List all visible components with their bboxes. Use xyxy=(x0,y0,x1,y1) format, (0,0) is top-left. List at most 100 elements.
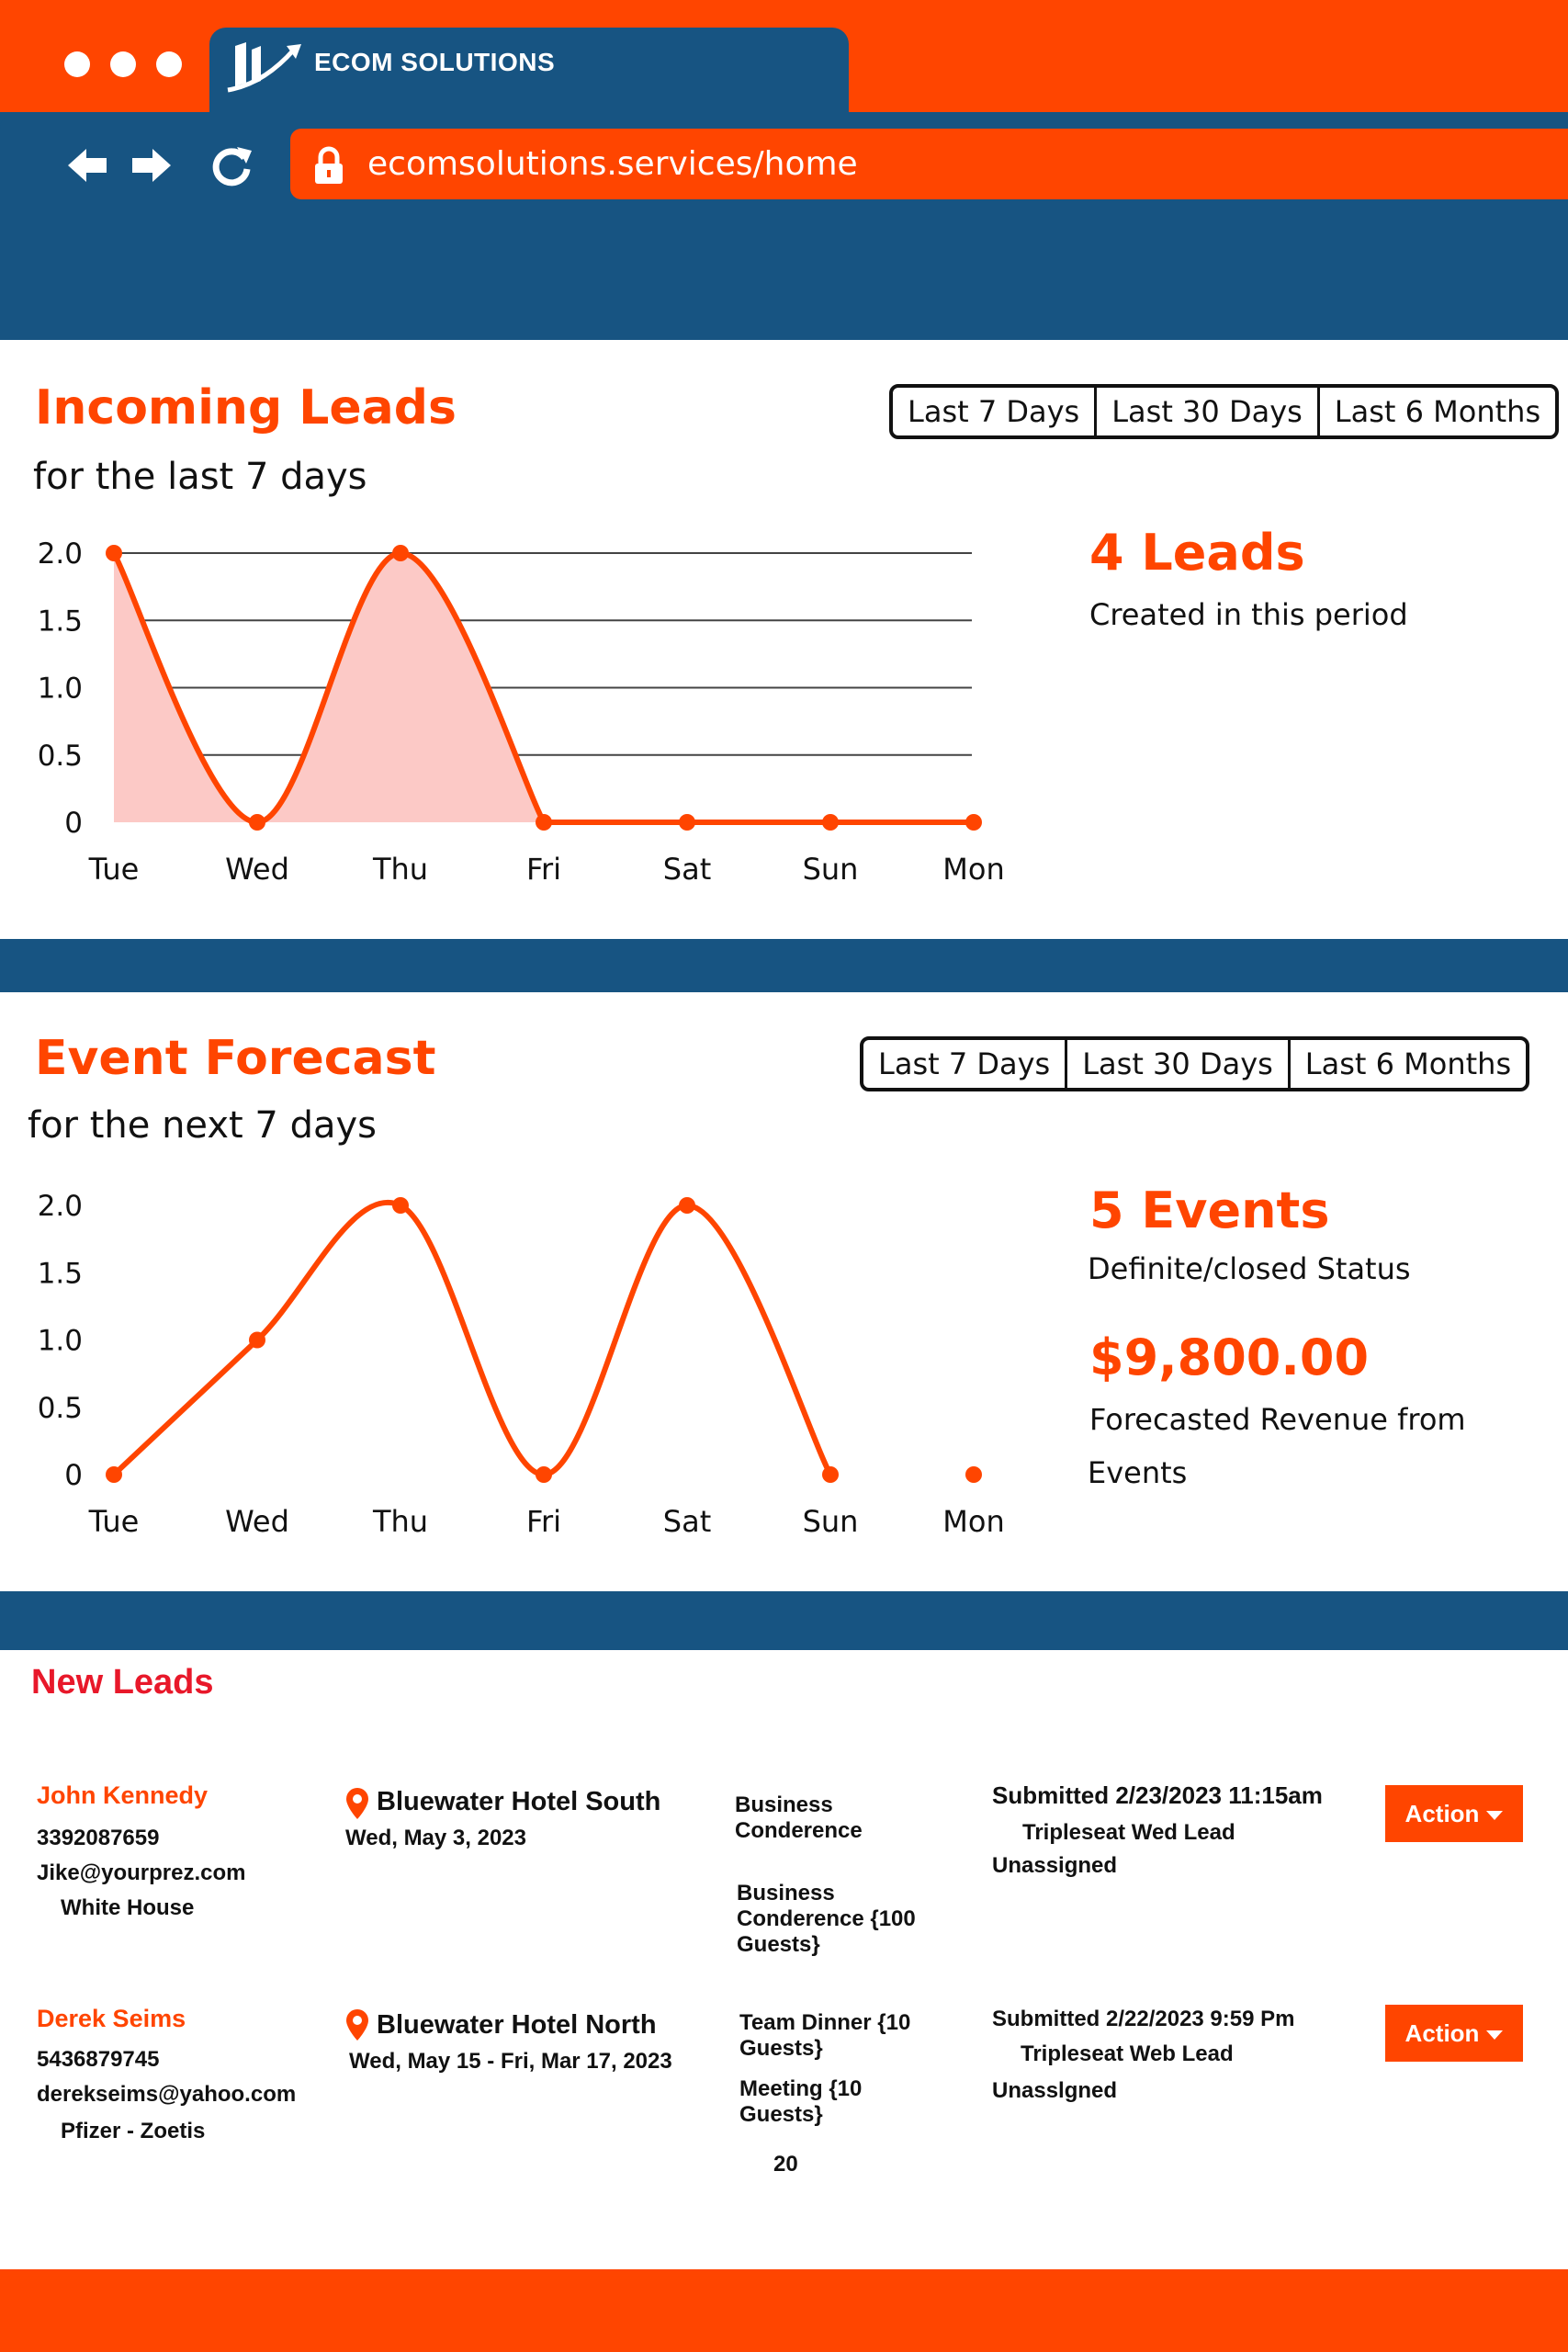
data-point xyxy=(106,1466,122,1483)
window-dot-close[interactable] xyxy=(64,51,90,77)
series-line xyxy=(111,550,547,825)
y-tick-label: 0 xyxy=(64,1459,83,1492)
action-button-label: Action xyxy=(1404,1799,1480,1827)
data-point xyxy=(249,1331,265,1349)
lead-company: White House xyxy=(61,1895,195,1920)
y-tick-label: 1.0 xyxy=(38,673,83,706)
event-forecast-range-filter: Last 7 Days Last 30 Days Last 6 Months xyxy=(860,1036,1530,1091)
y-tick-label: 1.5 xyxy=(38,605,83,638)
forecast-revenue: $9,800.00 xyxy=(1089,1329,1370,1386)
action-button[interactable]: Action xyxy=(1385,2005,1523,2062)
filter-last-7-days[interactable]: Last 7 Days xyxy=(893,388,1098,435)
lead-name[interactable]: Derek Seims xyxy=(37,2005,186,2032)
y-tick-label: 2.0 xyxy=(38,537,83,571)
lock-icon xyxy=(315,146,343,184)
forward-arrow-icon[interactable] xyxy=(125,140,176,191)
location-pin-icon xyxy=(346,1788,368,1819)
leads-count-label: Created in this period xyxy=(1089,597,1408,632)
data-point xyxy=(822,1466,839,1483)
y-tick-label: 1.0 xyxy=(38,1325,83,1358)
lead-guest-count: 20 xyxy=(773,2152,798,2177)
lead-source: Tripleseat Wed Lead xyxy=(1022,1820,1235,1845)
data-point xyxy=(106,545,122,561)
filter-last-7-days[interactable]: Last 7 Days xyxy=(863,1040,1068,1088)
x-tick-label: Sun xyxy=(803,1504,859,1539)
lead-event-date: Wed, May 15 - Fri, Mar 17, 2023 xyxy=(349,2049,672,2074)
ecom-logo-icon xyxy=(227,42,301,93)
incoming-leads-subtitle: for the last 7 days xyxy=(33,456,367,498)
action-button[interactable]: Action xyxy=(1385,1785,1523,1842)
y-tick-label: 0.5 xyxy=(38,740,83,773)
x-tick-label: Sat xyxy=(663,1504,711,1539)
reload-icon[interactable] xyxy=(206,140,257,191)
series-line xyxy=(111,1200,833,1477)
window-dot-maximize[interactable] xyxy=(156,51,182,77)
lead-phone: 3392087659 xyxy=(37,1826,160,1850)
section-divider xyxy=(0,939,1568,992)
data-point xyxy=(822,814,839,831)
x-tick-label: Thu xyxy=(372,1504,428,1539)
filter-last-30-days[interactable]: Last 30 Days xyxy=(1067,1040,1291,1088)
data-point xyxy=(392,1197,409,1214)
location-pin-icon xyxy=(346,2009,368,2041)
lead-owner: Unasslgned xyxy=(992,2078,1118,2103)
data-point xyxy=(536,1466,552,1483)
lead-row: John Kennedy 3392087659 Jike@yourprez.co… xyxy=(0,1778,1568,1989)
lead-submitted: Submitted 2/22/2023 9:59 Pm xyxy=(992,2007,1295,2031)
footer-band xyxy=(0,2269,1568,2352)
lead-email: Jike@yourprez.com xyxy=(37,1860,246,1885)
lead-row: Derek Seims 5436879745 derekseims@yahoo.… xyxy=(0,2001,1568,2212)
events-count-label: Definite/closed Status xyxy=(1088,1251,1411,1286)
data-point xyxy=(249,814,265,831)
incoming-leads-title: Incoming Leads xyxy=(35,380,457,435)
lead-email: derekseims@yahoo.com xyxy=(37,2082,297,2107)
data-point xyxy=(536,814,552,831)
filter-last-30-days[interactable]: Last 30 Days xyxy=(1097,388,1320,435)
x-tick-label: Fri xyxy=(526,1504,561,1539)
browser-tab[interactable] xyxy=(209,28,849,119)
leads-count: 4 Leads xyxy=(1089,524,1305,582)
lead-event-detail: Business Conderence {100 Guests} xyxy=(737,1881,916,1957)
x-tick-label: Sun xyxy=(803,852,859,887)
window-controls xyxy=(64,51,182,77)
lead-phone: 5436879745 xyxy=(37,2047,160,2072)
y-tick-label: 0.5 xyxy=(38,1392,83,1425)
y-tick-label: 2.0 xyxy=(38,1190,83,1223)
lead-submitted: Submitted 2/23/2023 11:15am xyxy=(992,1781,1323,1809)
section-divider xyxy=(0,1591,1568,1650)
data-point xyxy=(392,545,409,561)
forecast-revenue-label-cont: Events xyxy=(1088,1455,1188,1490)
data-point xyxy=(679,814,695,831)
x-tick-label: Mon xyxy=(942,852,1004,887)
x-tick-label: Tue xyxy=(88,852,140,887)
events-count: 5 Events xyxy=(1089,1182,1330,1239)
lead-event-date: Wed, May 3, 2023 xyxy=(345,1826,526,1850)
lead-event-type: Business Conderence xyxy=(735,1792,863,1843)
lead-event-type: Team Dinner {10 Guests} xyxy=(739,2010,911,2061)
new-leads-title: New Leads xyxy=(31,1663,214,1702)
lead-name[interactable]: John Kennedy xyxy=(37,1781,209,1809)
lead-source: Tripleseat Web Lead xyxy=(1021,2041,1234,2066)
caret-down-icon xyxy=(1486,1811,1504,1820)
event-forecast-subtitle: for the next 7 days xyxy=(28,1104,377,1147)
x-tick-label: Thu xyxy=(372,852,428,887)
data-point xyxy=(965,814,982,831)
caret-down-icon xyxy=(1486,2030,1504,2040)
incoming-leads-range-filter: Last 7 Days Last 30 Days Last 6 Months xyxy=(889,384,1560,439)
window-dot-minimize[interactable] xyxy=(110,51,136,77)
filter-last-6-months[interactable]: Last 6 Months xyxy=(1304,1046,1512,1081)
address-url[interactable]: ecomsolutions.services/home xyxy=(367,145,858,183)
y-tick-label: 0 xyxy=(64,807,83,840)
filter-last-6-months[interactable]: Last 6 Months xyxy=(1334,394,1541,429)
lead-company: Pfizer - Zoetis xyxy=(61,2119,206,2143)
x-tick-label: Fri xyxy=(526,852,561,887)
action-button-label: Action xyxy=(1404,2018,1480,2047)
x-tick-label: Mon xyxy=(942,1504,1004,1539)
lead-venue: Bluewater Hotel South xyxy=(377,1787,661,1816)
lead-owner: Unassigned xyxy=(992,1853,1118,1878)
data-point xyxy=(679,1197,695,1214)
back-arrow-icon[interactable] xyxy=(62,140,114,191)
address-bar[interactable] xyxy=(290,129,1568,199)
